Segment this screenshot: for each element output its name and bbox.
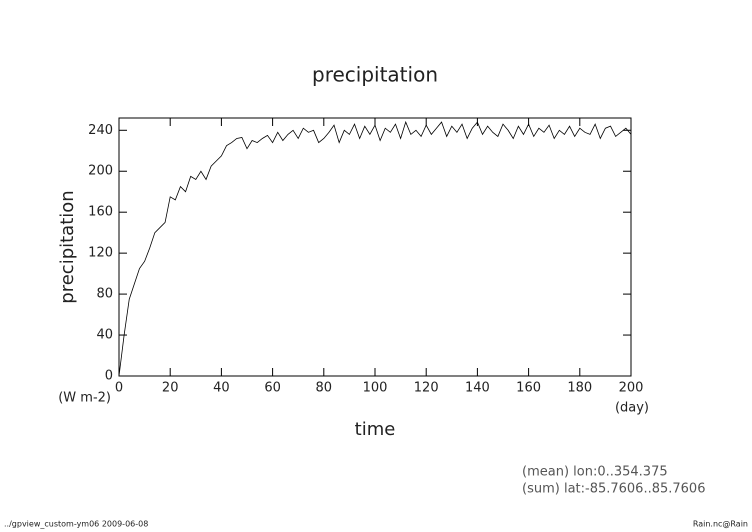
x-tick-label: 160 (516, 381, 541, 396)
chart-title: precipitation (312, 63, 438, 87)
x-tick-label: 120 (414, 381, 439, 396)
x-tick-label: 200 (619, 381, 644, 396)
y-tick-label: 0 (105, 369, 113, 384)
x-axis-label: time (355, 419, 396, 440)
y-tick-label: 40 (96, 328, 113, 343)
plot-frame (118, 117, 632, 377)
data-line (118, 120, 632, 377)
footer: ../gpview_custom-ym06 2009-06-08 (4, 520, 148, 529)
annotation: (sum) lat:-85.7606..85.7606 (522, 482, 705, 497)
y-tick-label: 200 (88, 164, 113, 179)
x-tick-label: 140 (465, 381, 490, 396)
x-tick-label: 100 (363, 381, 388, 396)
x-unit: (day) (615, 401, 649, 416)
x-tick-label: 20 (162, 381, 179, 396)
footer: Rain.nc@Rain (693, 520, 748, 529)
x-tick-label: 180 (567, 381, 592, 396)
y-unit: (W m-2) (58, 391, 111, 406)
y-tick-label: 240 (88, 123, 113, 138)
x-tick-label: 80 (316, 381, 333, 396)
y-axis-label: precipitation (57, 190, 78, 303)
x-tick-label: 60 (264, 381, 281, 396)
x-tick-label: 40 (213, 381, 230, 396)
annotation: (mean) lon:0..354.375 (522, 465, 668, 480)
y-tick-label: 160 (88, 205, 113, 220)
x-tick-label: 0 (115, 381, 123, 396)
y-tick-label: 80 (96, 287, 113, 302)
y-tick-label: 120 (88, 246, 113, 261)
